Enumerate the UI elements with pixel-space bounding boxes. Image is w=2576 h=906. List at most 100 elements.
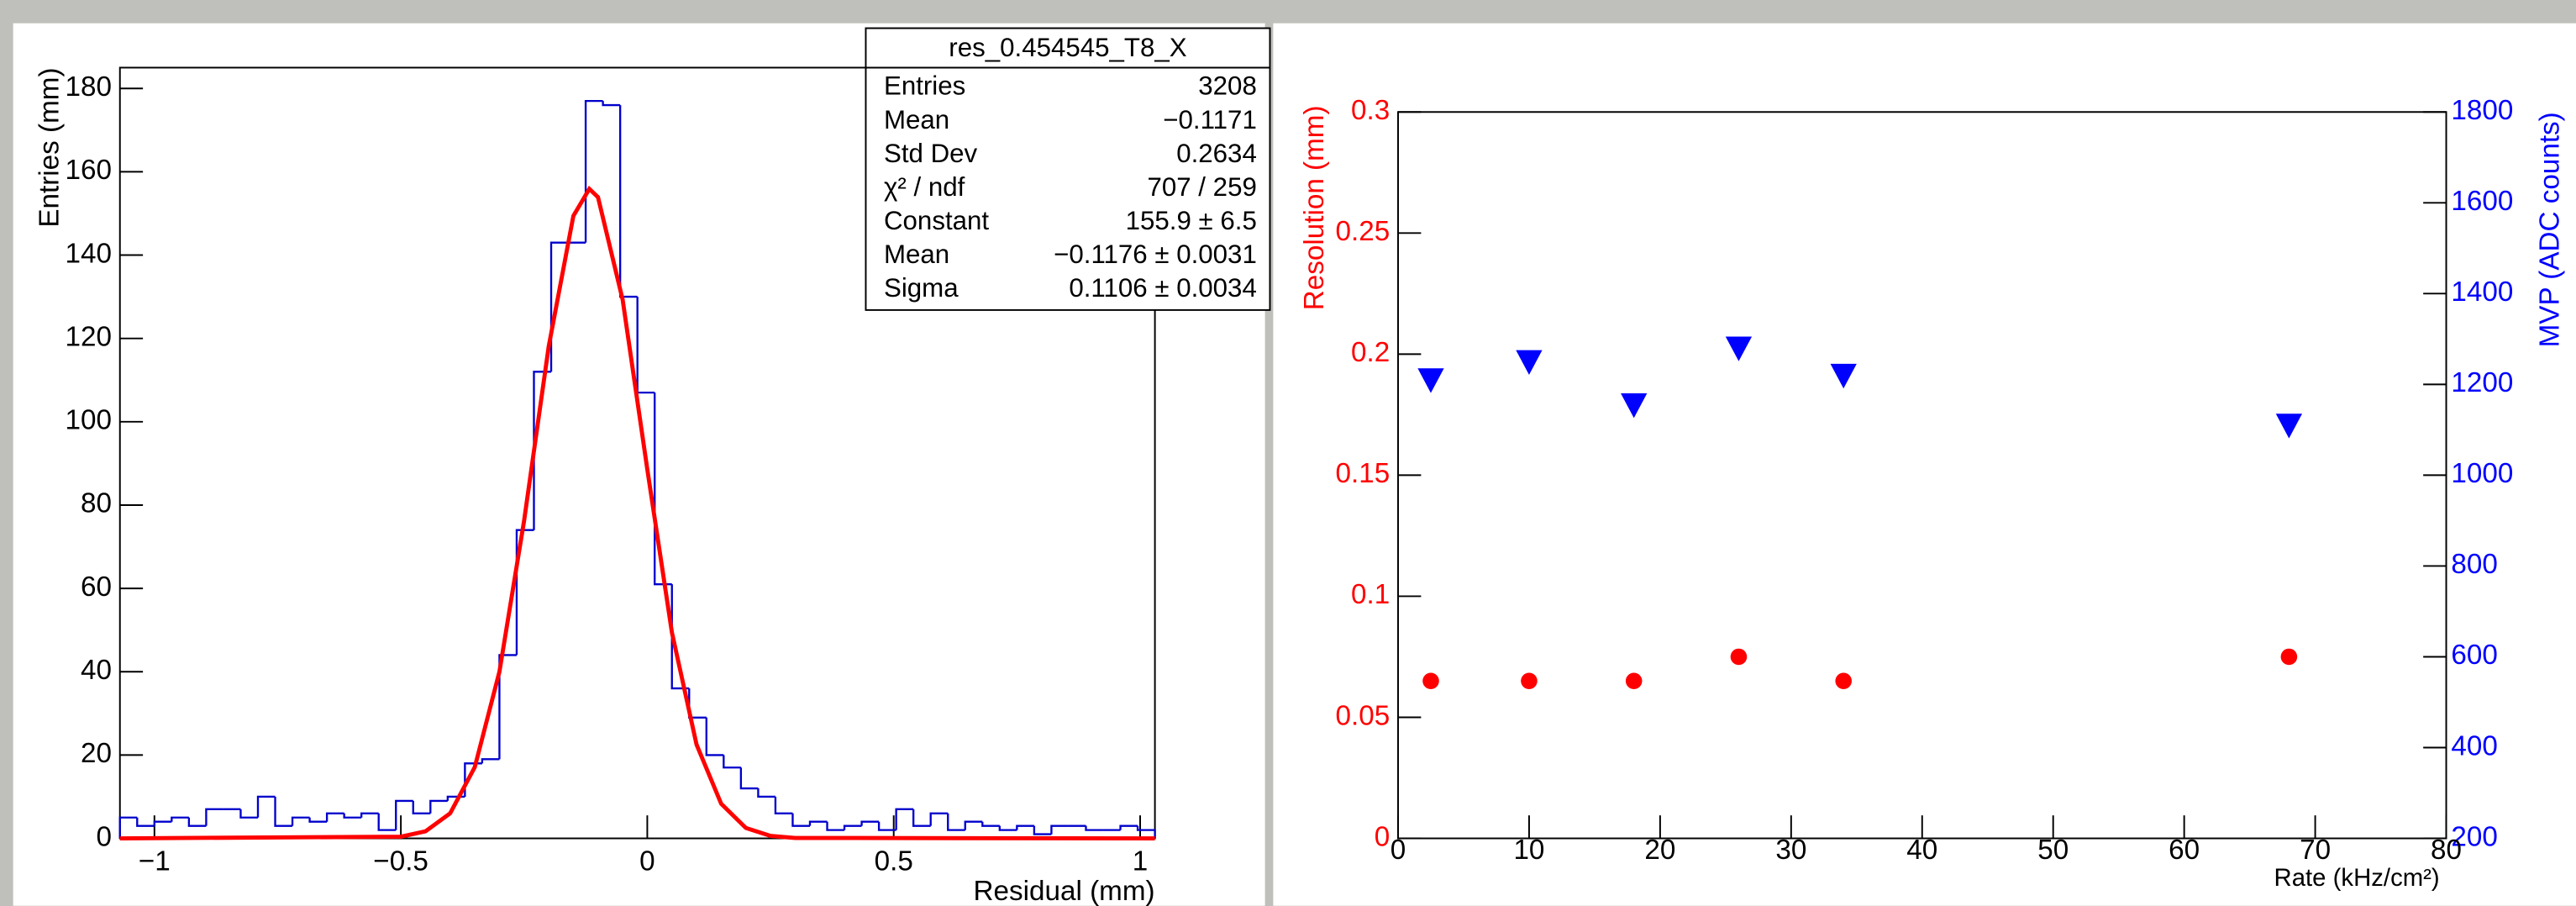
y-tick-label: 0.3: [1351, 95, 1390, 126]
y-tick-label: 100: [66, 405, 112, 436]
y-tick-label: 140: [66, 238, 112, 269]
x-tick-label: 60: [2169, 835, 2200, 866]
circle-marker: [1835, 672, 1852, 690]
circle-marker: [1521, 672, 1538, 690]
histogram-bin: [308, 817, 328, 823]
y-tick-label: 0.15: [1336, 458, 1391, 489]
circle-marker: [2280, 648, 2298, 666]
x-tick-label: −0.5: [373, 846, 428, 877]
histogram-bin: [1050, 824, 1069, 835]
histogram-bin: [739, 767, 759, 790]
y-axis-label: Resolution (mm): [1299, 105, 1330, 310]
y-tick-label: 80: [81, 488, 112, 519]
stats-value: 155.9 ± 6.5: [1126, 206, 1257, 235]
x-tick-label: 0.5: [875, 846, 913, 877]
histogram-bin: [1016, 824, 1034, 830]
histogram-bin: [343, 813, 362, 819]
stats-key: Std Dev: [884, 139, 978, 168]
plot-frame: [118, 66, 1156, 840]
stats-box: res_0.454545_T8_X Entries 3208 Mean −0.1171 S…: [865, 27, 1271, 311]
histogram-bin: [981, 821, 1000, 827]
histogram-bin: [377, 813, 397, 831]
triangle-marker: [1621, 392, 1648, 419]
y-tick-label: 0: [1375, 821, 1390, 852]
y2-axis-label: MVP (ADC counts): [2534, 112, 2565, 347]
histogram-bin: [239, 809, 258, 819]
stats-key: Mean: [884, 105, 949, 134]
histogram-bin: [136, 817, 155, 827]
histogram-bin: [325, 812, 344, 822]
histogram-bin: [1136, 825, 1156, 839]
stats-title: res_0.454545_T8_X: [949, 33, 1186, 62]
histogram-bin: [1119, 824, 1138, 830]
histogram-bin: [205, 808, 223, 826]
y2-tick-label: 800: [2451, 549, 2497, 580]
y-tick-label: 160: [66, 155, 112, 186]
histogram-bin: [947, 813, 965, 831]
histogram-bin: [360, 812, 379, 818]
y2-tick-label: 1800: [2451, 95, 2513, 126]
x-tick-label: 0: [639, 846, 655, 877]
y-tick-label: 0: [96, 821, 111, 852]
histogram-bin: [153, 820, 172, 826]
stats-value: 707 / 259: [1147, 172, 1256, 202]
histogram-bin: [705, 717, 724, 756]
y-tick-label: 60: [81, 572, 112, 603]
right-panel: [1273, 23, 2576, 906]
histogram-bin: [826, 821, 845, 831]
histogram-bin: [774, 796, 793, 814]
x-tick-label: 20: [1644, 835, 1675, 866]
histogram-bin: [395, 799, 413, 830]
histogram-bin: [964, 820, 983, 830]
y-tick-label: 0.1: [1351, 579, 1390, 610]
y-tick-label: 40: [81, 655, 112, 686]
triangle-marker: [1830, 363, 1857, 389]
stats-key: χ² / ndf: [884, 172, 965, 202]
histogram-bin: [757, 788, 775, 798]
x-tick-label: 0: [1391, 835, 1406, 866]
y-tick-label: 0.25: [1336, 216, 1391, 247]
histogram-bin: [912, 809, 931, 827]
x-tick-label: 30: [1775, 835, 1806, 866]
histogram-bin: [602, 101, 621, 107]
triangle-marker: [1725, 336, 1753, 361]
y2-tick-label: 200: [2451, 821, 2497, 852]
histogram-bin: [274, 796, 293, 827]
histogram-bin: [723, 755, 741, 769]
x-axis-label: Rate (kHz/cm²): [2274, 864, 2440, 892]
x-tick-label: −1: [139, 846, 171, 877]
histogram-bin: [1085, 825, 1104, 831]
histogram-bin: [929, 812, 949, 826]
circle-marker: [1625, 672, 1643, 690]
stats-key: Entries: [884, 71, 965, 101]
y-tick-label: 20: [81, 738, 112, 769]
x-tick-label: 80: [2431, 835, 2462, 866]
circle-marker: [1422, 672, 1439, 690]
histogram-bin: [498, 654, 517, 760]
y-tick-label: 0.2: [1351, 337, 1390, 368]
y2-tick-label: 1000: [2451, 458, 2513, 489]
histogram-bin: [256, 795, 276, 818]
histogram-bin: [1033, 825, 1052, 835]
x-tick-label: 70: [2300, 835, 2331, 866]
triangle-marker: [1417, 368, 1444, 393]
stats-value: −0.1171: [1163, 105, 1257, 134]
histogram-bin: [187, 817, 207, 827]
y2-tick-label: 600: [2451, 640, 2497, 671]
histogram-bin: [860, 820, 880, 826]
stats-value: 0.2634: [1176, 139, 1257, 168]
histogram-bin: [895, 808, 914, 830]
x-tick-label: 40: [1906, 835, 1937, 866]
x-tick-label: 50: [2037, 835, 2069, 866]
fit-curve: [119, 185, 1155, 840]
histogram-bin: [118, 816, 138, 839]
x-tick-label: 1: [1133, 846, 1148, 877]
stats-key: Constant: [884, 206, 989, 235]
y-tick-label: 120: [66, 321, 112, 352]
y2-tick-label: 1200: [2451, 367, 2513, 398]
stats-value: 0.1106 ± 0.0034: [1069, 273, 1256, 303]
triangle-marker: [1516, 350, 1543, 375]
x-tick-label: 10: [1513, 835, 1544, 866]
